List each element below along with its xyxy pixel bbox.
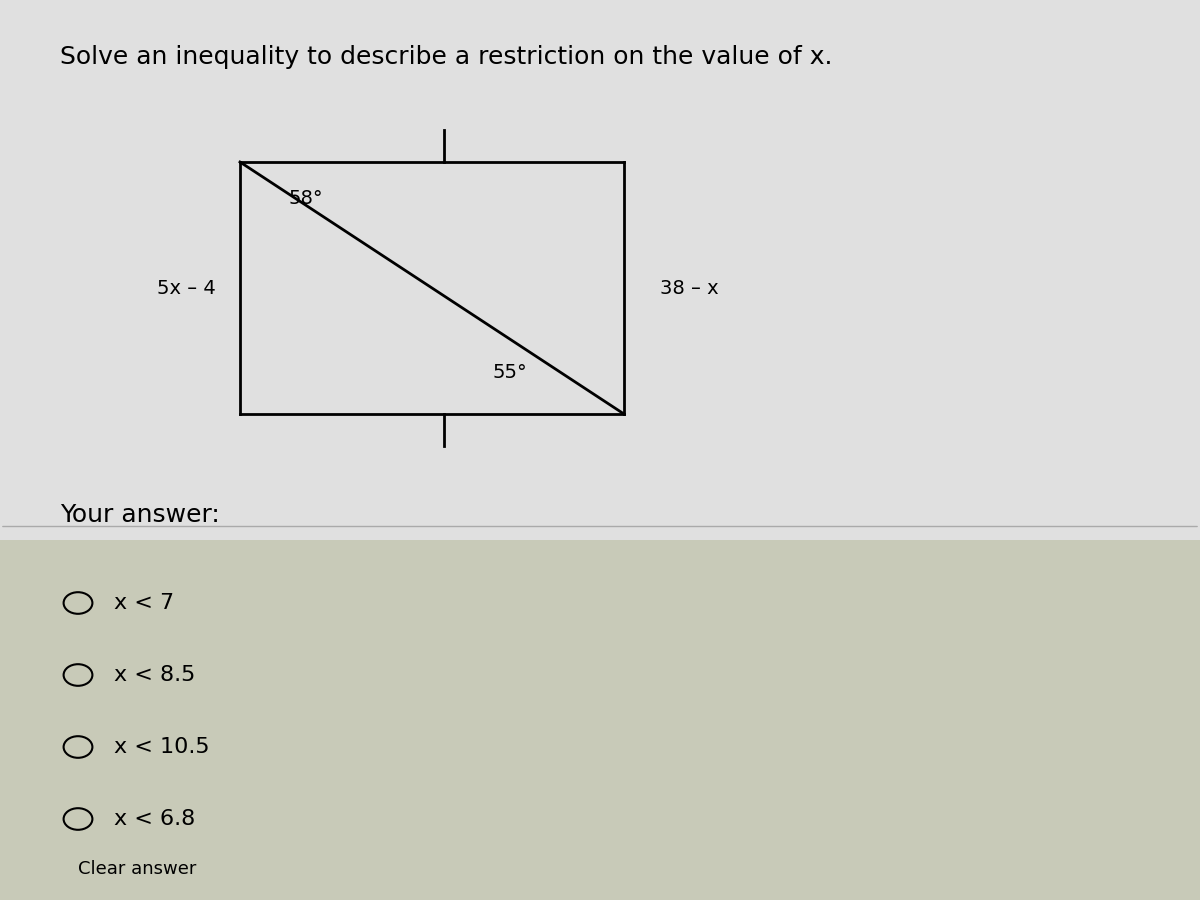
Text: x < 6.8: x < 6.8 xyxy=(114,809,196,829)
Text: 55°: 55° xyxy=(492,364,527,382)
Bar xyxy=(0,540,1200,900)
Text: x < 10.5: x < 10.5 xyxy=(114,737,210,757)
Bar xyxy=(0,0,1200,540)
Text: Solve an inequality to describe a restriction on the value of x.: Solve an inequality to describe a restri… xyxy=(60,45,833,69)
Text: 38 – x: 38 – x xyxy=(660,278,719,298)
Text: Your answer:: Your answer: xyxy=(60,502,220,526)
Text: 58°: 58° xyxy=(288,189,323,208)
Text: x < 8.5: x < 8.5 xyxy=(114,665,196,685)
Text: 5x – 4: 5x – 4 xyxy=(157,278,216,298)
Text: Clear answer: Clear answer xyxy=(78,860,197,878)
Text: x < 7: x < 7 xyxy=(114,593,174,613)
